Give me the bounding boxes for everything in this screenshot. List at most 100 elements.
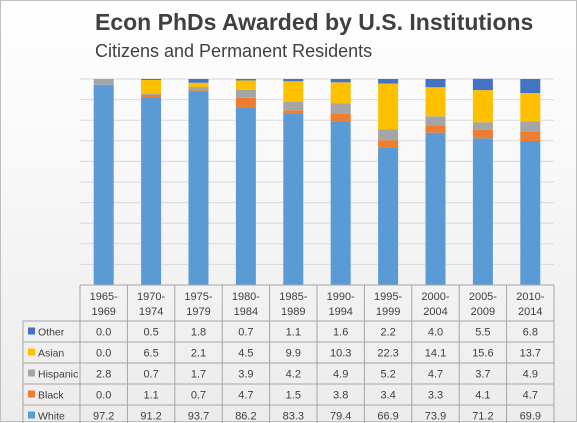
data-label: 1.6: [333, 327, 348, 339]
bar-other: [425, 79, 446, 88]
bar-white: [283, 113, 304, 285]
data-label: 4.0: [428, 327, 443, 339]
x-tick-label: 1994: [328, 306, 352, 318]
x-tick-label: 2004: [423, 306, 447, 318]
bar-asian: [425, 87, 446, 117]
legend-key-other: [28, 327, 35, 335]
data-label: 10.3: [330, 348, 351, 360]
data-label: 91.2: [140, 411, 161, 423]
data-label: 4.7: [428, 369, 443, 381]
data-label: 4.9: [333, 369, 348, 381]
bar-other: [520, 79, 541, 94]
bar-asian: [283, 81, 304, 102]
data-label: 3.3: [428, 390, 443, 402]
x-tick-label: 1984: [234, 306, 258, 318]
data-label: 97.2: [93, 411, 114, 423]
bar-black: [425, 125, 446, 133]
data-label: 14.1: [425, 348, 446, 360]
x-tick-label: 1989: [281, 306, 305, 318]
bar-black: [235, 97, 256, 108]
bar-asian: [472, 90, 493, 123]
data-label: 2.8: [96, 369, 111, 381]
bar-other: [188, 79, 209, 83]
x-tick-label: 1999: [376, 306, 400, 318]
bar-asian: [520, 93, 541, 122]
data-label: 3.8: [333, 390, 348, 402]
bar-white: [141, 97, 162, 286]
bar-black: [188, 90, 209, 92]
data-label: 4.5: [238, 348, 253, 360]
data-label: 1.5: [286, 390, 301, 402]
data-label: 4.7: [523, 390, 538, 402]
bar-other: [141, 79, 162, 81]
x-tick-label: 1980-: [232, 291, 260, 303]
bar-white: [520, 141, 541, 285]
legend-key-asian: [28, 348, 35, 356]
data-label: 71.2: [472, 411, 493, 423]
bar-white: [188, 91, 209, 285]
x-tick-label: 1990-: [327, 291, 355, 303]
bar-asian: [378, 83, 399, 130]
bar-asian: [330, 82, 351, 104]
data-label: 0.0: [96, 327, 111, 339]
bar-white: [472, 138, 493, 285]
data-label: 4.9: [523, 369, 538, 381]
data-label: 2.2: [380, 327, 395, 339]
data-label: 6.5: [143, 348, 158, 360]
legend-label-other: Other: [38, 327, 65, 339]
legend-label-white: White: [38, 411, 65, 423]
bar-other: [378, 79, 399, 84]
bar-hispanic: [520, 121, 541, 132]
bar-black: [283, 110, 304, 114]
legend-label-black: Black: [38, 390, 64, 402]
data-label: 86.2: [235, 411, 256, 423]
x-tick-label: 1979: [186, 306, 210, 318]
bar-hispanic: [378, 129, 399, 141]
x-tick-label: 2010-: [516, 291, 544, 303]
data-label: 0.0: [96, 390, 111, 402]
bar-white: [93, 84, 114, 285]
data-label: 6.8: [523, 327, 538, 339]
data-label: 73.9: [425, 411, 446, 423]
bar-other: [330, 79, 351, 83]
data-label: 0.7: [143, 369, 158, 381]
legend-label-asian: Asian: [38, 348, 64, 360]
data-label: 22.3: [377, 348, 398, 360]
data-label: 4.7: [238, 390, 253, 402]
data-label: 1.7: [191, 369, 206, 381]
bar-white: [378, 147, 399, 285]
bar-black: [378, 140, 399, 148]
bar-black: [520, 131, 541, 142]
bar-other: [472, 78, 493, 91]
bar-black: [141, 94, 162, 98]
data-label: 83.3: [283, 411, 304, 423]
x-tick-label: 1974: [139, 306, 163, 318]
bar-hispanic: [188, 87, 209, 91]
data-label: 79.4: [330, 411, 351, 423]
bar-hispanic: [425, 116, 446, 126]
data-label: 93.7: [188, 411, 209, 423]
data-label: 2.1: [191, 348, 206, 360]
data-label: 4.2: [286, 369, 301, 381]
data-label: 69.9: [520, 411, 541, 423]
bar-black: [330, 113, 351, 122]
bar-hispanic: [93, 79, 114, 85]
bar-asian: [141, 80, 162, 94]
data-label: 3.4: [380, 390, 395, 402]
data-label: 1.1: [143, 390, 158, 402]
x-tick-label: 2014: [518, 306, 542, 318]
data-label: 0.7: [191, 390, 206, 402]
bar-white: [235, 107, 256, 285]
bar-black: [472, 129, 493, 139]
bar-hispanic: [330, 103, 351, 114]
data-label: 5.5: [475, 327, 490, 339]
chart-subtitle: Citizens and Permanent Residents: [95, 41, 373, 61]
data-label: 9.9: [286, 348, 301, 360]
data-label: 5.2: [380, 369, 395, 381]
data-label: 0.7: [238, 327, 253, 339]
bar-hispanic: [141, 93, 162, 95]
legend-label-hispanic: Hispanic: [38, 369, 78, 381]
x-tick-label: 1995-: [374, 291, 402, 303]
data-label: 1.8: [191, 327, 206, 339]
